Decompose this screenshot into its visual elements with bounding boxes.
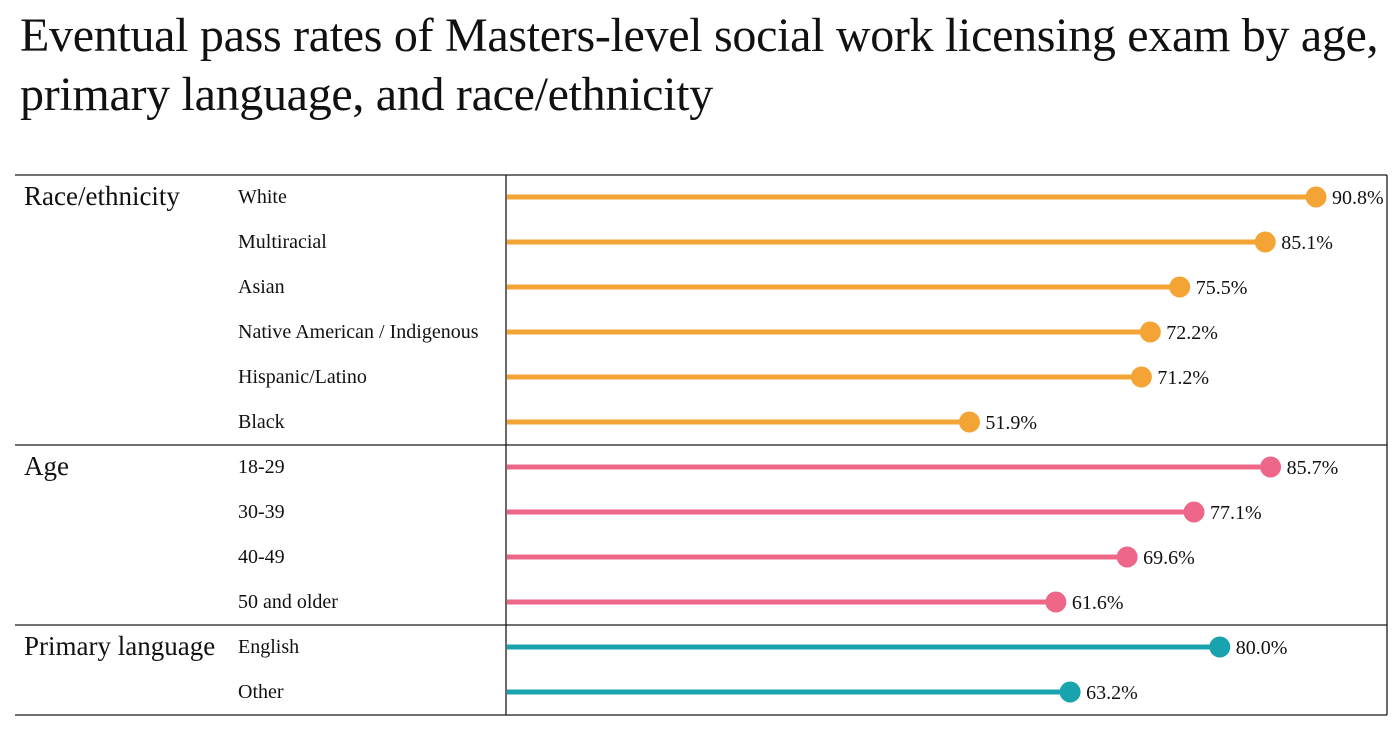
- row-label-native-american-indigenous: Native American / Indigenous: [238, 321, 479, 343]
- row-label-black: Black: [238, 411, 285, 433]
- value-label-hispanic-latino: 71.2%: [1157, 367, 1209, 389]
- dot-asian: [1169, 276, 1191, 298]
- dot-native-american-indigenous: [1139, 321, 1161, 343]
- value-label-multiracial: 85.1%: [1281, 232, 1333, 254]
- value-label-other: 63.2%: [1086, 682, 1138, 704]
- row-label-18-29: 18-29: [238, 456, 285, 478]
- value-label-30-39: 77.1%: [1210, 502, 1262, 524]
- value-label-native-american-indigenous: 72.2%: [1166, 322, 1218, 344]
- row-label-english: English: [238, 636, 299, 658]
- dot-hispanic-latino: [1130, 366, 1152, 388]
- category-label-age: Age: [24, 451, 69, 481]
- row-label-asian: Asian: [238, 276, 285, 298]
- dot-40-49: [1116, 546, 1138, 568]
- row-label-40-49: 40-49: [238, 546, 285, 568]
- value-label-40-49: 69.6%: [1143, 547, 1195, 569]
- dot-18-29: [1260, 456, 1282, 478]
- chart-title: Eventual pass rates of Masters-level soc…: [20, 9, 1379, 121]
- dot-black: [958, 411, 980, 433]
- dot-multiracial: [1254, 231, 1276, 253]
- value-label-white: 90.8%: [1332, 187, 1384, 209]
- row-label-hispanic-latino: Hispanic/Latino: [238, 366, 367, 388]
- row-label-multiracial: Multiracial: [238, 231, 327, 253]
- category-label-primary-language: Primary language: [24, 631, 215, 661]
- dot-30-39: [1183, 501, 1205, 523]
- dot-white: [1305, 186, 1327, 208]
- row-label-50-and-older: 50 and older: [238, 591, 338, 613]
- category-label-race-ethnicity: Race/ethnicity: [24, 181, 180, 211]
- row-label-white: White: [238, 186, 287, 208]
- dot-other: [1059, 681, 1081, 703]
- value-label-black: 51.9%: [985, 412, 1037, 434]
- value-label-asian: 75.5%: [1196, 277, 1248, 299]
- dot-50-and-older: [1045, 591, 1067, 613]
- value-label-18-29: 85.7%: [1287, 457, 1339, 479]
- dot-english: [1209, 636, 1231, 658]
- value-label-english: 80.0%: [1236, 637, 1288, 659]
- row-label-30-39: 30-39: [238, 501, 285, 523]
- value-label-50-and-older: 61.6%: [1072, 592, 1124, 614]
- row-label-other: Other: [238, 681, 284, 703]
